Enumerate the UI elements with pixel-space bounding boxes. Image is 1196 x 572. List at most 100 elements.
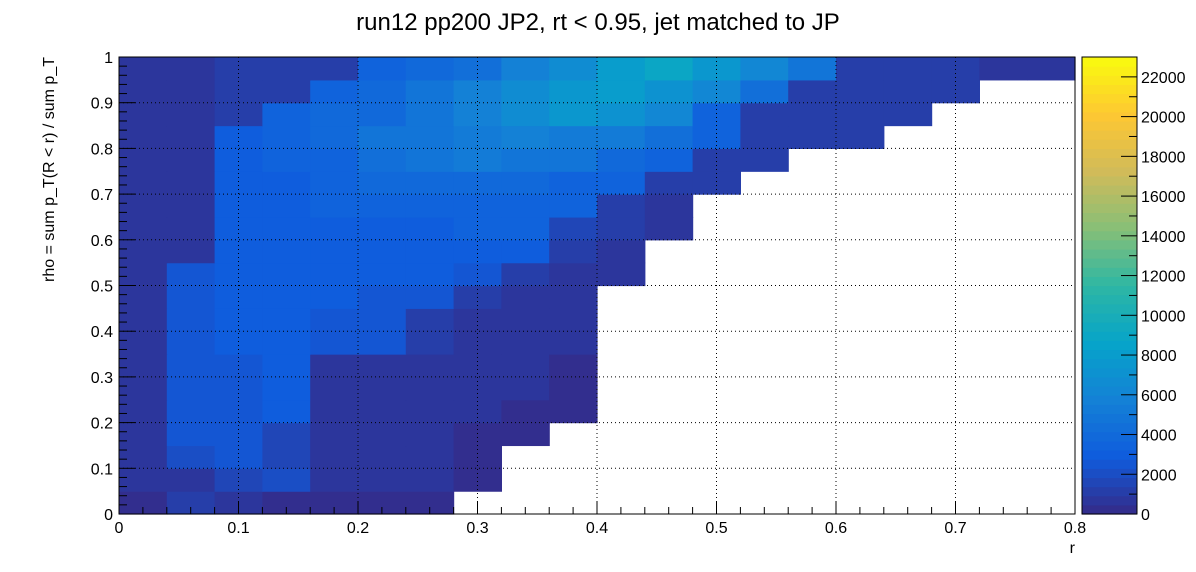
y-tick-label: 0.5 (91, 279, 113, 296)
heatmap-cell (119, 308, 168, 332)
y-tick-label: 0.7 (91, 187, 113, 204)
heatmap-cell (310, 399, 359, 424)
heatmap-cell (310, 422, 359, 447)
heatmap-cell (501, 57, 550, 81)
heatmap-cell (597, 171, 646, 195)
color-scale-band (1082, 230, 1137, 241)
heatmap-cell (166, 148, 216, 172)
heatmap-cell (310, 308, 359, 332)
heatmap-cell (262, 468, 311, 492)
heatmap-cell (358, 171, 407, 195)
heatmap-cell (453, 468, 502, 492)
heatmap-cell (979, 57, 1028, 81)
heatmap-cell (692, 57, 741, 81)
heatmap-cell (358, 399, 407, 424)
heatmap-cell (310, 79, 359, 104)
heatmap-cell (549, 399, 598, 424)
color-scale-band (1082, 111, 1137, 122)
heatmap-cell (453, 171, 502, 195)
heatmap-cell (358, 148, 407, 172)
heatmap-cell (310, 171, 359, 195)
heatmap-cell (549, 216, 598, 241)
heatmap-cell (214, 308, 263, 332)
heatmap-cell (310, 262, 359, 287)
heatmap-cell (262, 239, 311, 264)
heatmap-cell (214, 216, 263, 241)
heatmap-cell (405, 354, 455, 378)
heatmap-cell (166, 331, 216, 355)
heatmap-cell (549, 57, 598, 81)
color-scale-band (1082, 413, 1137, 424)
heatmap-cell (166, 171, 216, 195)
color-scale-band (1082, 267, 1137, 277)
heatmap-cell (262, 331, 311, 355)
y-tick-label: 0.9 (91, 96, 113, 113)
x-tick-label: 0.6 (825, 520, 847, 537)
color-scale-band (1082, 349, 1137, 360)
heatmap-cell (836, 102, 885, 127)
heatmap-cell (405, 125, 455, 149)
y-tick-label: 0.4 (91, 324, 113, 341)
heatmap-cell (740, 102, 789, 127)
heatmap-cell (453, 331, 502, 355)
heatmap-cell (692, 171, 741, 195)
heatmap-cell (836, 125, 885, 149)
heatmap-cell (310, 354, 359, 378)
heatmap-cell (740, 125, 789, 149)
heatmap-cell (501, 376, 550, 401)
heatmap-cell (166, 308, 216, 332)
heatmap-cell (166, 445, 216, 469)
y-axis-title: rho = sum p_T(R < r) / sum p_T (41, 57, 58, 282)
heatmap-cell (788, 57, 837, 81)
x-tick-label: 0.3 (466, 520, 488, 537)
color-scale-band (1082, 422, 1137, 433)
heatmap-cell (214, 399, 263, 424)
heatmap-cell (405, 79, 455, 104)
heatmap-cell (453, 57, 502, 81)
heatmap-cell (453, 239, 502, 264)
heatmap-cell (453, 102, 502, 127)
heatmap-cell (405, 239, 455, 264)
color-scale-band (1082, 194, 1137, 204)
heatmap-cell (214, 468, 263, 492)
heatmap-cell (453, 79, 502, 104)
heatmap-cell (166, 376, 216, 401)
heatmap-cell (453, 262, 502, 287)
heatmap-cell (644, 216, 694, 241)
heatmap-cell (453, 308, 502, 332)
heatmap-cell (262, 376, 311, 401)
color-scale-band (1082, 276, 1137, 287)
z-tick-label: 4000 (1141, 428, 1177, 445)
heatmap-cell (262, 285, 311, 309)
heatmap-cell (119, 79, 168, 104)
heatmap-cell (358, 102, 407, 127)
heatmap-cell (119, 399, 168, 424)
heatmap-cell (119, 376, 168, 401)
heatmap-cell (358, 194, 407, 218)
heatmap-cell (549, 331, 598, 355)
color-scale-band (1082, 303, 1137, 314)
heatmap-cell (310, 216, 359, 241)
heatmap-cell (262, 422, 311, 447)
heatmap-cell (358, 354, 407, 378)
heatmap-cell (405, 308, 455, 332)
x-axis: 0 0.1 0.2 0.3 0.4 0.5 0.6 0.7 0.8 (115, 501, 1086, 537)
heatmap-cell (405, 194, 455, 218)
color-scale-band (1082, 376, 1137, 387)
heatmap-cell (501, 194, 550, 218)
heatmap-cell (644, 102, 694, 127)
heatmap-cell (405, 445, 455, 469)
heatmap-cell (405, 376, 455, 401)
heatmap-cell (262, 148, 311, 172)
heatmap-cell (166, 194, 216, 218)
heatmap-cell (358, 216, 407, 241)
y-tick-label: 0 (104, 507, 113, 524)
heatmap-cell (166, 79, 216, 104)
heatmap-cell (453, 376, 502, 401)
heatmap-cell (310, 468, 359, 492)
heatmap-cell (310, 331, 359, 355)
z-tick-label: 20000 (1141, 110, 1186, 127)
heatmap-cell (262, 194, 311, 218)
heatmap-cell (358, 376, 407, 401)
heatmap-cell (119, 354, 168, 378)
